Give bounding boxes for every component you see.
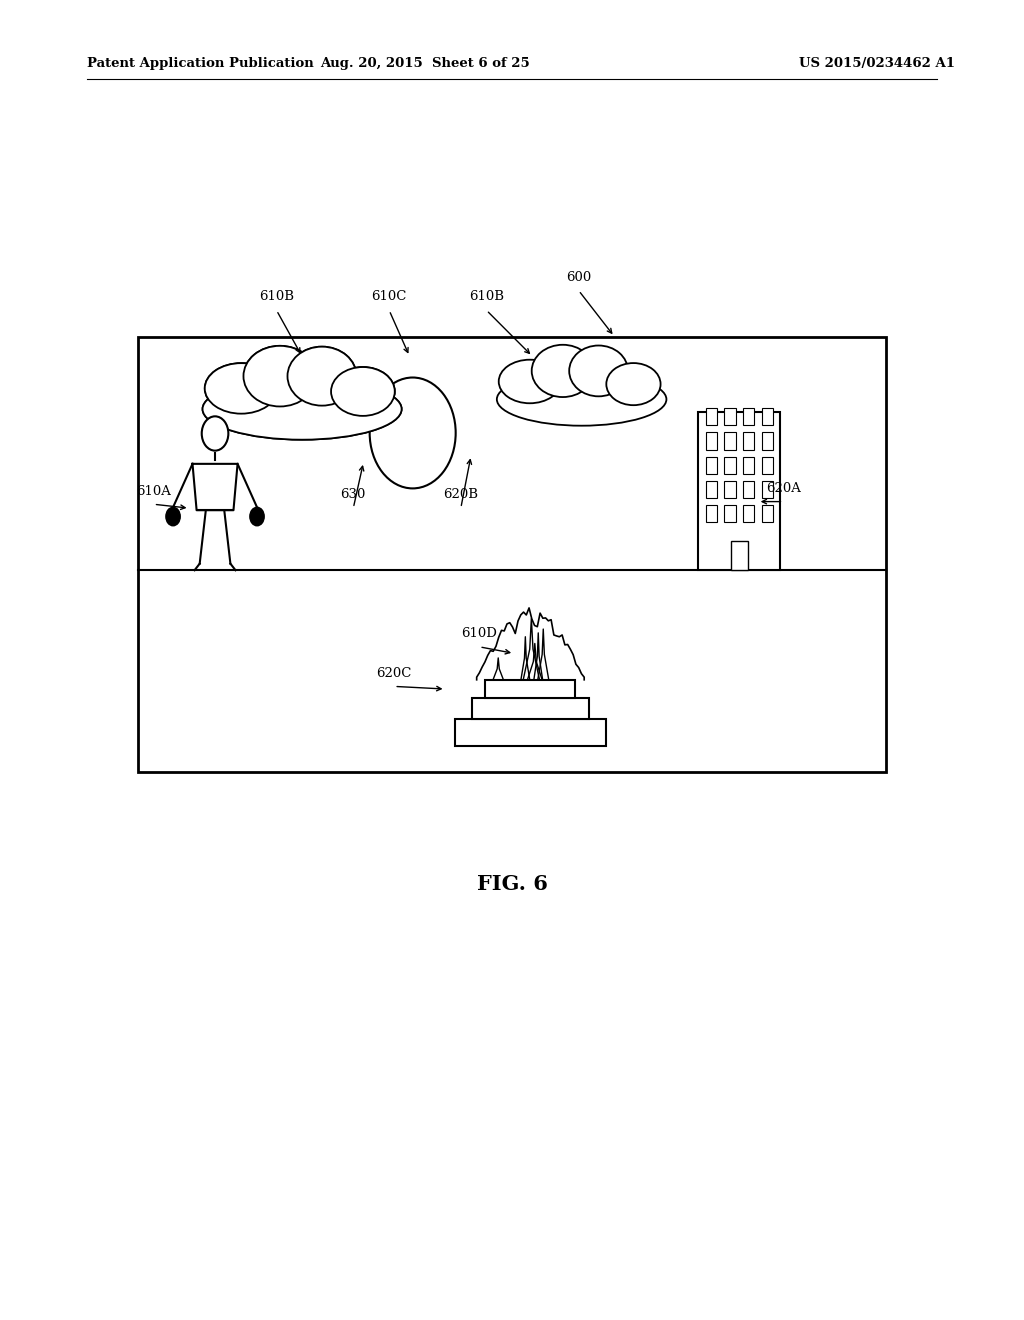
Bar: [706, 506, 717, 523]
Circle shape: [166, 507, 180, 525]
Bar: [731, 541, 749, 570]
Text: 630: 630: [341, 488, 366, 502]
Text: 610B: 610B: [469, 290, 504, 304]
Bar: [706, 408, 717, 425]
Bar: [743, 480, 755, 498]
Bar: [706, 433, 717, 450]
Bar: [762, 433, 773, 450]
Text: 610C: 610C: [372, 290, 407, 304]
Ellipse shape: [244, 346, 316, 407]
Ellipse shape: [499, 360, 561, 404]
Bar: [724, 457, 735, 474]
Bar: [698, 412, 780, 570]
Circle shape: [250, 507, 264, 525]
Bar: [724, 480, 735, 498]
Text: 610D: 610D: [461, 627, 498, 640]
Text: 610B: 610B: [259, 290, 294, 304]
Ellipse shape: [205, 363, 278, 413]
Bar: [471, 698, 590, 719]
Bar: [743, 408, 755, 425]
Text: 620B: 620B: [443, 488, 478, 502]
Bar: [743, 433, 755, 450]
Bar: [743, 457, 755, 474]
Ellipse shape: [497, 372, 667, 425]
Bar: [138, 337, 886, 772]
Ellipse shape: [531, 345, 594, 397]
Text: 600: 600: [566, 271, 591, 284]
Circle shape: [202, 416, 228, 450]
Text: US 2015/0234462 A1: US 2015/0234462 A1: [799, 57, 954, 70]
Bar: [724, 506, 735, 523]
Ellipse shape: [288, 347, 356, 405]
Ellipse shape: [244, 346, 316, 407]
Ellipse shape: [205, 363, 278, 413]
Ellipse shape: [569, 346, 628, 396]
Bar: [743, 506, 755, 523]
Text: Aug. 20, 2015  Sheet 6 of 25: Aug. 20, 2015 Sheet 6 of 25: [321, 57, 529, 70]
Ellipse shape: [288, 347, 356, 405]
Ellipse shape: [606, 363, 660, 405]
Bar: [724, 433, 735, 450]
Bar: [762, 506, 773, 523]
Circle shape: [370, 378, 456, 488]
Bar: [706, 457, 717, 474]
Bar: [762, 480, 773, 498]
Text: FIG. 6: FIG. 6: [476, 874, 548, 895]
Ellipse shape: [331, 367, 395, 416]
Bar: [762, 408, 773, 425]
Text: Patent Application Publication: Patent Application Publication: [87, 57, 313, 70]
Ellipse shape: [331, 367, 395, 416]
Ellipse shape: [203, 379, 401, 440]
Ellipse shape: [203, 379, 401, 440]
Bar: [762, 457, 773, 474]
Bar: [706, 480, 717, 498]
Bar: [724, 408, 735, 425]
Text: 610A: 610A: [136, 484, 171, 498]
Text: 620A: 620A: [766, 482, 801, 495]
Bar: [455, 719, 606, 746]
Text: 620C: 620C: [377, 667, 412, 680]
Bar: [485, 680, 575, 698]
